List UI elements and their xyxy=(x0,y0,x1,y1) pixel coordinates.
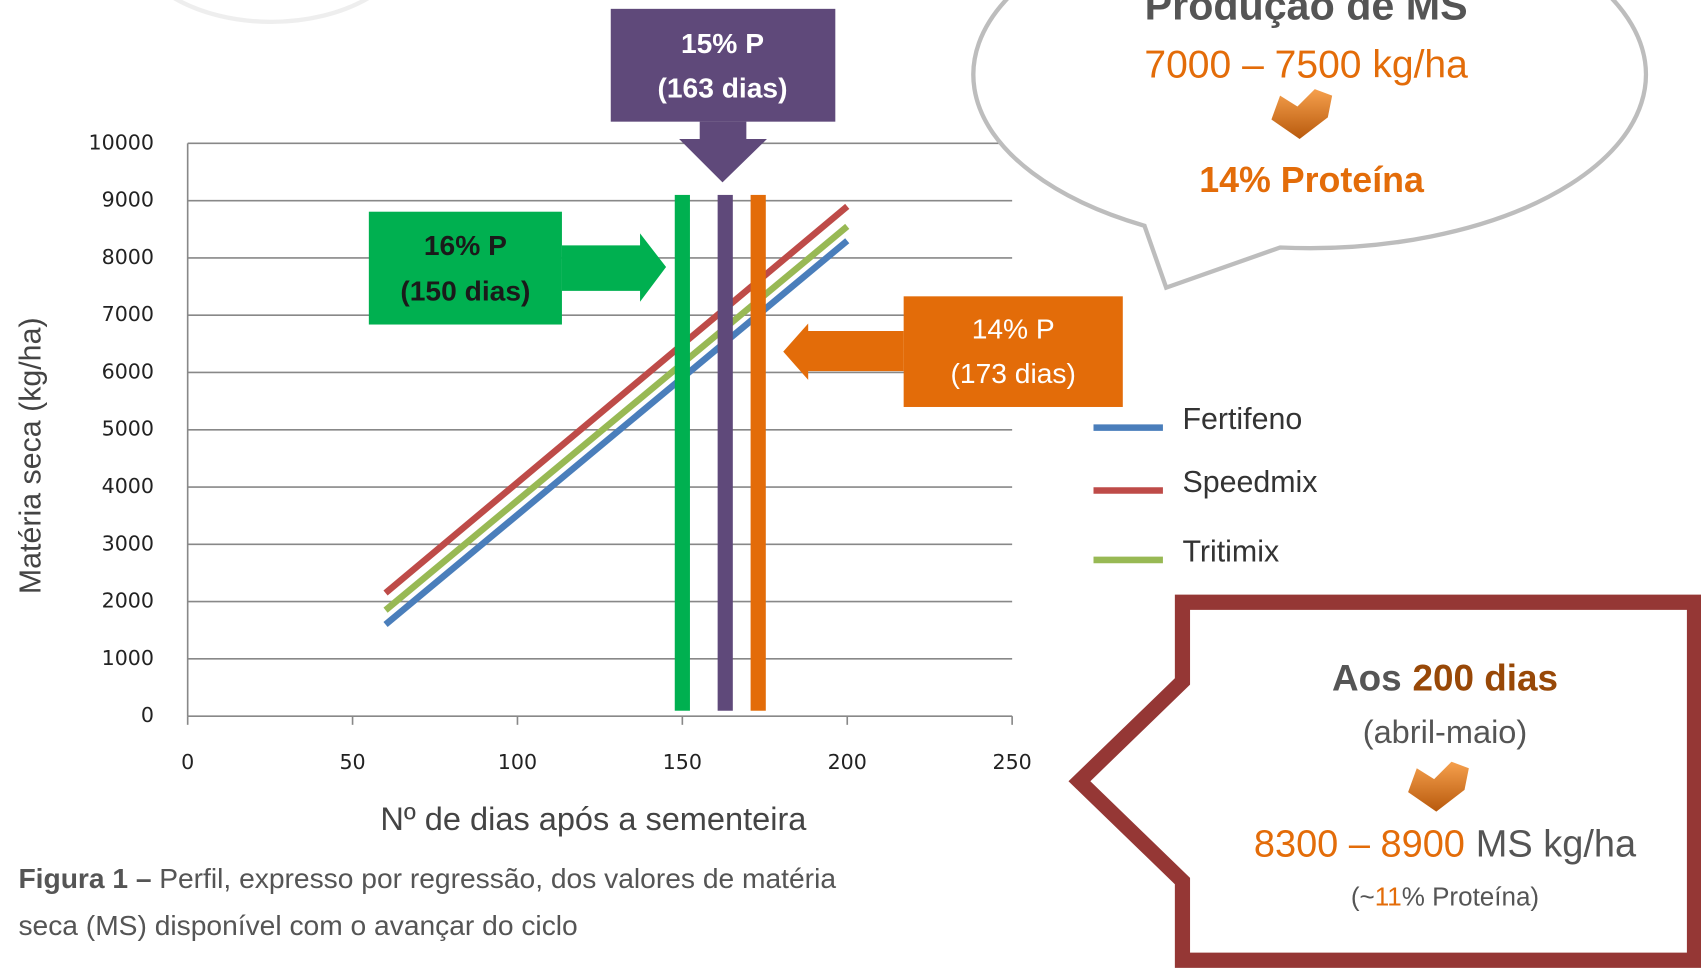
x-tick-label: 150 xyxy=(663,750,702,774)
y-tick-label: 9000 xyxy=(102,188,154,212)
box-range: 8300 – 8900 xyxy=(1254,823,1465,865)
arrow-icon xyxy=(1271,89,1333,140)
box-protein-line: (~11% Proteína) xyxy=(1351,881,1539,911)
bubble-range: 7000 – 7500 kg/ha xyxy=(1144,44,1468,87)
box-period: (abril-maio) xyxy=(1363,714,1527,750)
bubble-protein: 14% Proteína xyxy=(1199,160,1425,200)
label: 15% P xyxy=(681,27,764,59)
y-tick-label: 3000 xyxy=(102,531,154,555)
legend-label: Tritimix xyxy=(1182,535,1279,568)
x-tick-label: 200 xyxy=(828,750,867,774)
arrow xyxy=(561,233,667,302)
legend-label: Fertifeno xyxy=(1182,403,1302,436)
label: (173 dias) xyxy=(951,357,1076,389)
label-box xyxy=(903,296,1123,407)
label: (163 dias) xyxy=(657,72,787,104)
y-tick-label: 4000 xyxy=(102,474,154,498)
x-tick-label: 50 xyxy=(339,750,365,774)
y-tick-label: 10000 xyxy=(88,130,154,154)
x-tick-label: 250 xyxy=(992,750,1031,774)
callout-box xyxy=(1068,594,1701,968)
box-heading: Aos 200 dias xyxy=(1332,657,1558,698)
box-range-line: 8300 – 8900 MS kg/ha xyxy=(1254,823,1637,865)
marker-bar xyxy=(717,194,733,711)
marker-bar xyxy=(674,194,690,711)
arrow xyxy=(679,121,767,183)
caption-bold: Figura 1 – xyxy=(18,862,151,894)
caption-line: seca (MS) disponível com o avançar do ci… xyxy=(18,909,577,941)
decor-arc xyxy=(173,0,370,25)
y-tick-label: 0 xyxy=(141,703,154,727)
x-axis-title: Nº de dias após a sementeira xyxy=(380,801,807,837)
y-tick-label: 2000 xyxy=(102,589,154,613)
x-tick-label: 100 xyxy=(498,750,537,774)
label: (150 dias) xyxy=(400,275,530,307)
series-line xyxy=(383,238,850,628)
speech-bubble xyxy=(971,0,1649,291)
y-axis-title: Matéria seca (kg/ha) xyxy=(15,317,48,594)
legend-label: Speedmix xyxy=(1182,466,1317,499)
box-protein-value: 11 xyxy=(1375,881,1402,911)
box-unit: MS kg/ha xyxy=(1476,823,1637,865)
y-tick-label: 5000 xyxy=(102,417,154,441)
series-line xyxy=(383,223,850,613)
y-tick-label: 6000 xyxy=(102,359,154,383)
box-days: 200 dias xyxy=(1412,657,1558,698)
y-tick-label: 7000 xyxy=(102,302,154,326)
label: 14% P xyxy=(972,312,1055,344)
label: 16% P xyxy=(424,229,507,261)
box-protein-close: % Proteína) xyxy=(1402,881,1539,911)
y-tick-label: 1000 xyxy=(102,646,154,670)
label-box xyxy=(368,211,562,325)
arrow xyxy=(783,323,904,380)
box-lead: Aos xyxy=(1332,657,1402,698)
caption-line: Figura 1 – Perfil, expresso por regressão… xyxy=(18,862,836,894)
plot: 0100020003000400050006000700080009000100… xyxy=(15,130,1318,837)
box-protein-open: (~ xyxy=(1351,881,1375,911)
y-tick-label: 8000 xyxy=(102,245,154,269)
arrow-icon xyxy=(1408,761,1469,812)
x-tick-label: 0 xyxy=(181,750,194,774)
marker-bar xyxy=(750,194,766,711)
label-box xyxy=(610,8,836,122)
caption-text: Perfil, expresso por regressão, dos valo… xyxy=(159,862,836,894)
series-line xyxy=(383,203,850,596)
bubble-title: Produção de MS xyxy=(1145,0,1468,29)
